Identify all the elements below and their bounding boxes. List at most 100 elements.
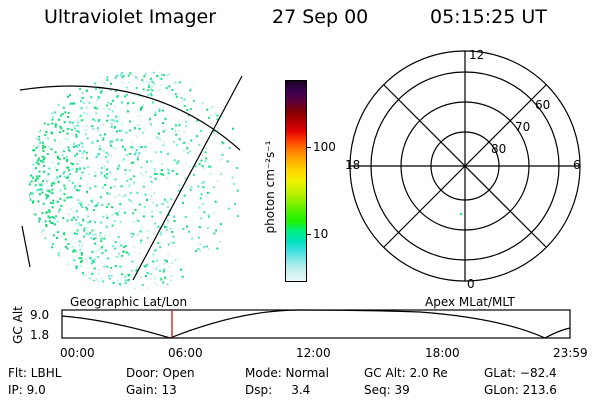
emission-pixel: [209, 165, 212, 168]
emission-pixel: [200, 79, 203, 81]
emission-pixel: [138, 145, 141, 148]
emission-pixel: [34, 268, 37, 271]
emission-pixel: [66, 158, 69, 161]
emission-pixel: [70, 168, 73, 171]
emission-pixel: [30, 180, 33, 183]
emission-pixel: [163, 141, 166, 144]
emission-pixel: [115, 74, 118, 77]
emission-pixel: [95, 112, 98, 115]
emission-pixel: [178, 138, 181, 141]
emission-pixel: [85, 89, 88, 92]
emission-pixel: [78, 202, 80, 205]
emission-pixel: [142, 104, 144, 107]
emission-pixel: [161, 109, 164, 112]
emission-pixel: [143, 181, 146, 184]
emission-pixel: [40, 100, 43, 103]
emission-pixel: [83, 71, 86, 74]
emission-pixel: [132, 232, 135, 235]
emission-pixel: [75, 144, 78, 147]
emission-pixel: [84, 133, 87, 136]
emission-pixel: [54, 223, 57, 226]
emission-pixel: [114, 241, 117, 244]
emission-pixel: [54, 153, 57, 156]
emission-pixel: [95, 206, 97, 209]
emission-pixel: [73, 142, 76, 145]
emission-pixel: [114, 178, 117, 181]
emission-pixel: [72, 163, 74, 166]
emission-pixel: [157, 136, 160, 139]
emission-pixel: [127, 253, 130, 256]
emission-pixel: [49, 98, 52, 101]
emission-pixel: [107, 175, 110, 178]
emission-pixel: [69, 121, 72, 124]
emission-pixel: [202, 167, 205, 170]
emission-pixel: [51, 118, 54, 121]
emission-pixel: [59, 189, 62, 192]
emission-pixel: [129, 152, 131, 155]
emission-pixel: [219, 158, 222, 161]
emission-pixel: [89, 187, 92, 190]
emission-pixel: [29, 198, 32, 201]
emission-pixel: [73, 259, 76, 262]
emission-pixel: [183, 131, 185, 133]
emission-pixel: [136, 191, 139, 194]
emission-pixel: [189, 89, 192, 92]
emission-pixel: [91, 259, 94, 262]
emission-pixel: [141, 106, 144, 109]
emission-pixel: [38, 273, 40, 276]
emission-pixel: [79, 177, 82, 180]
emission-pixel: [240, 273, 243, 276]
emission-pixel: [166, 221, 169, 224]
emission-pixel: [75, 189, 78, 192]
emission-pixel: [121, 123, 124, 126]
emission-pixel: [147, 86, 150, 89]
emission-pixel: [60, 204, 63, 207]
emission-pixel: [160, 172, 163, 175]
emission-pixel: [237, 272, 240, 275]
emission-pixel: [121, 145, 124, 148]
emission-pixel: [197, 248, 200, 250]
emission-pixel: [56, 220, 59, 223]
emission-pixel: [46, 153, 49, 155]
emission-pixel: [88, 285, 91, 287]
emission-pixel: [154, 111, 157, 114]
emission-pixel: [233, 182, 236, 185]
emission-pixel: [64, 283, 67, 286]
emission-pixel: [117, 118, 120, 121]
emission-pixel: [36, 121, 39, 124]
emission-pixel: [124, 282, 127, 285]
emission-pixel: [146, 263, 148, 266]
emission-pixel: [124, 245, 127, 248]
emission-pixel: [114, 247, 117, 250]
emission-pixel: [43, 122, 46, 125]
emission-pixel: [199, 197, 202, 200]
emission-pixel: [210, 281, 213, 284]
emission-pixel: [106, 119, 109, 122]
emission-pixel: [33, 283, 36, 286]
emission-pixel: [61, 154, 64, 157]
emission-pixel: [102, 137, 105, 140]
emission-pixel: [31, 72, 34, 75]
emission-pixel: [38, 96, 41, 99]
emission-pixel: [95, 88, 97, 91]
emission-pixel: [59, 175, 62, 178]
emission-pixel: [214, 133, 217, 136]
emission-pixel: [66, 218, 69, 221]
emission-pixel: [87, 221, 90, 224]
emission-pixel: [110, 122, 113, 125]
emission-pixel: [75, 267, 78, 270]
emission-pixel: [146, 229, 149, 232]
emission-pixel: [194, 165, 197, 168]
emission-pixel: [76, 163, 79, 166]
emission-pixel: [203, 245, 206, 248]
emission-pixel: [42, 158, 45, 161]
emission-pixel: [103, 237, 106, 240]
emission-pixel: [34, 180, 37, 182]
emission-pixel: [95, 156, 98, 159]
emission-pixel: [103, 234, 106, 237]
emission-pixel: [102, 149, 105, 152]
emission-pixel: [122, 289, 125, 290]
emission-pixel: [31, 108, 34, 111]
emission-pixel: [58, 76, 61, 79]
emission-pixel: [174, 130, 177, 132]
